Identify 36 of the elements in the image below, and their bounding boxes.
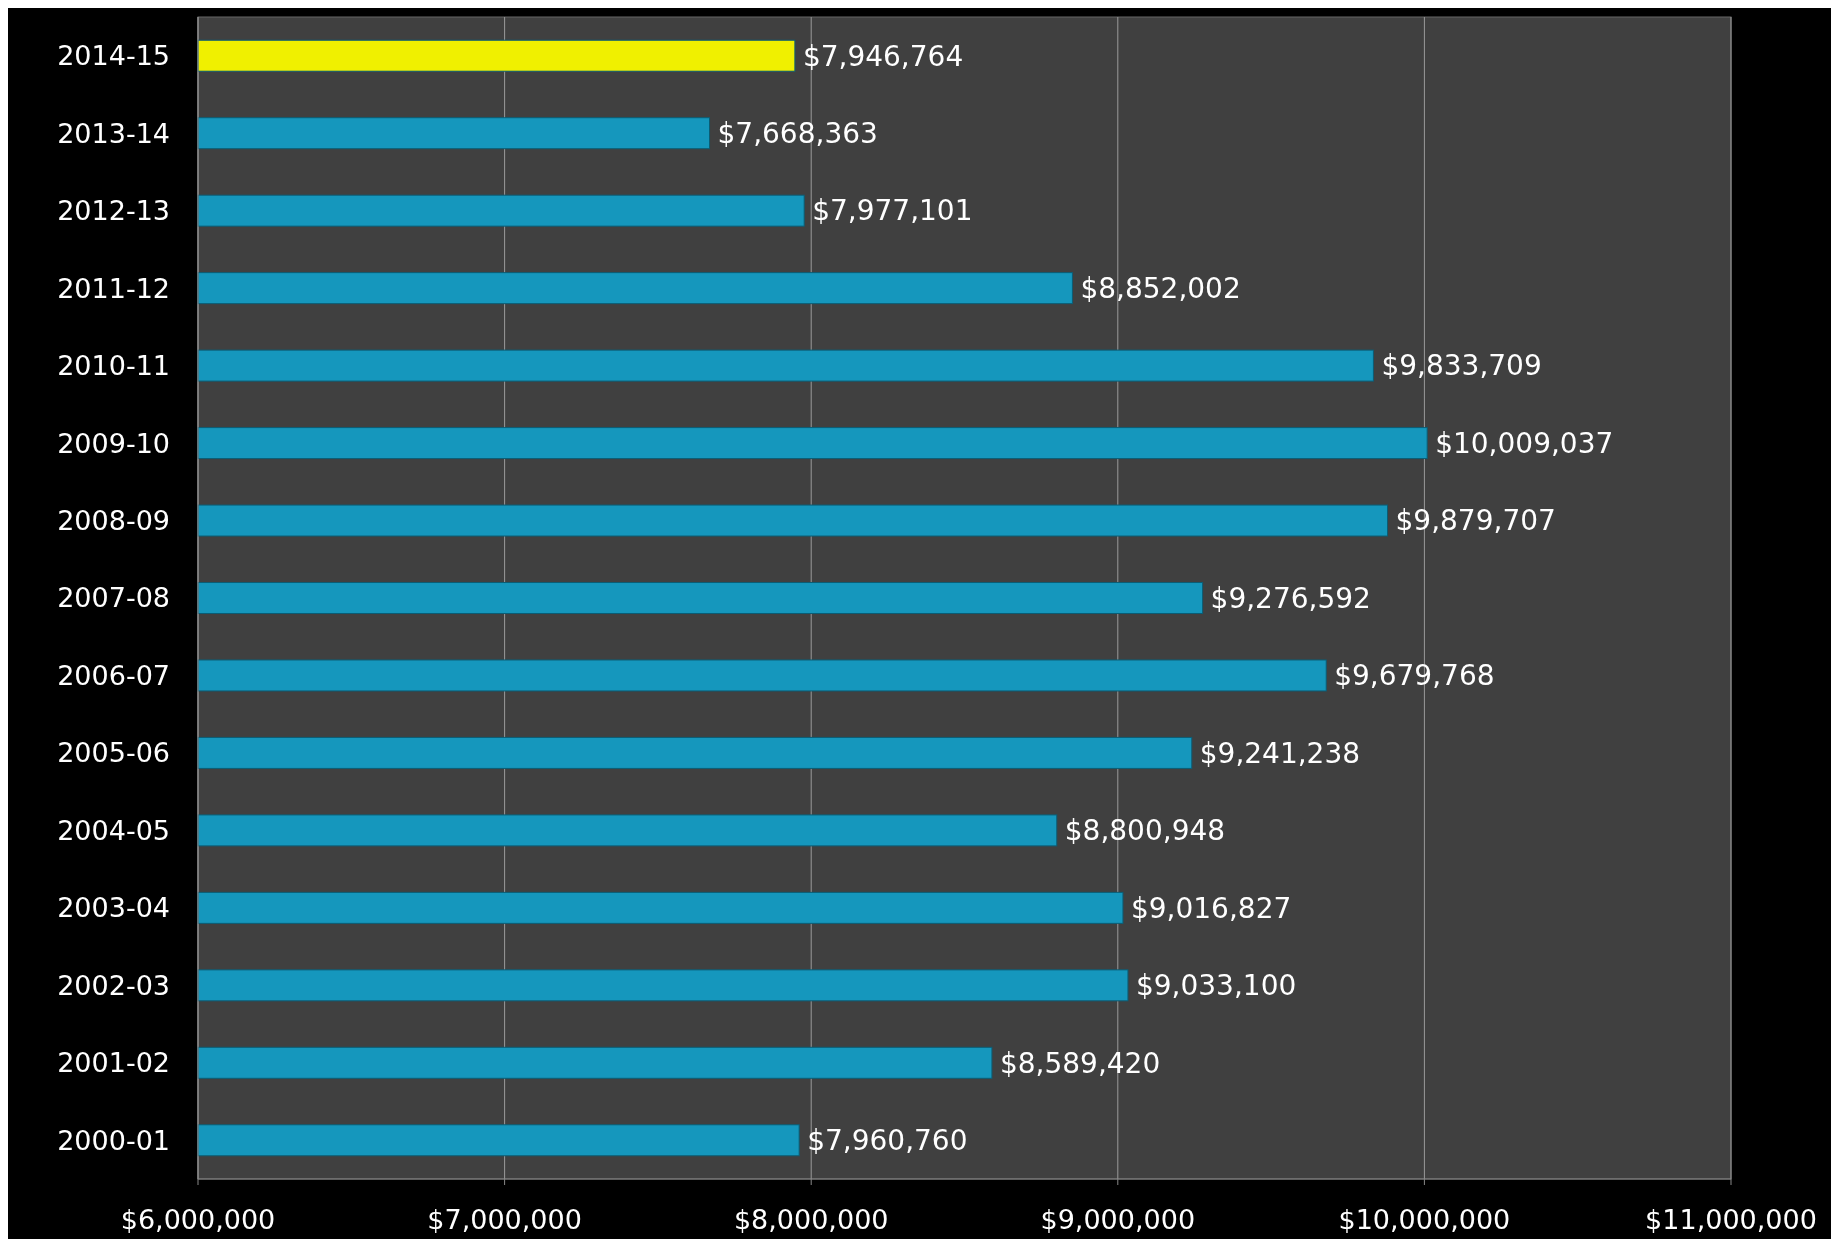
- x-tick-label: $11,000,000: [1645, 1204, 1817, 1235]
- data-label: $8,589,420: [999, 1046, 1161, 1080]
- data-label: $9,241,238: [1199, 736, 1361, 770]
- y-tick-label: 2008-09: [57, 504, 170, 536]
- y-tick-label: 2012-13: [57, 195, 170, 227]
- x-tick-label: $9,000,000: [1040, 1204, 1196, 1235]
- data-label: $10,009,037: [1435, 426, 1614, 460]
- data-label: $7,977,101: [812, 194, 973, 228]
- data-label: $9,879,707: [1395, 504, 1556, 538]
- y-tick-label: 2004-05: [57, 814, 170, 846]
- data-label: $7,960,760: [807, 1124, 968, 1158]
- y-tick-label: 2010-11: [57, 350, 170, 382]
- y-tick-label: 2000-01: [57, 1124, 170, 1156]
- data-label: $8,852,002: [1080, 271, 1241, 305]
- y-tick-label: 2003-04: [57, 892, 170, 924]
- data-label: $9,679,768: [1334, 659, 1495, 693]
- data-label: $7,946,764: [802, 39, 964, 73]
- y-tick-label: 2002-03: [57, 969, 170, 1001]
- x-tick-label: $7,000,000: [427, 1204, 582, 1235]
- y-tick-label: 2011-12: [57, 272, 170, 304]
- y-tick-label: 2006-07: [57, 659, 170, 691]
- y-tick-label: 2007-08: [57, 582, 170, 614]
- x-tick-label: $10,000,000: [1338, 1204, 1511, 1235]
- x-tick-label: $8,000,000: [733, 1204, 889, 1235]
- y-tick-label: 2014-15: [57, 40, 170, 72]
- y-tick-label: 2013-14: [57, 117, 170, 149]
- data-label: $9,016,827: [1130, 891, 1292, 925]
- data-label: $7,668,363: [717, 117, 878, 150]
- data-label: $8,800,948: [1064, 814, 1226, 848]
- data-label: $9,033,100: [1135, 969, 1297, 1003]
- y-tick-label: 2005-06: [57, 737, 170, 769]
- data-label: $9,833,709: [1381, 349, 1542, 383]
- data-label: $9,276,592: [1210, 581, 1371, 615]
- x-tick-label: $6,000,000: [120, 1204, 276, 1235]
- y-tick-label: 2009-10: [57, 427, 170, 459]
- y-tick-label: 2001-02: [57, 1047, 170, 1079]
